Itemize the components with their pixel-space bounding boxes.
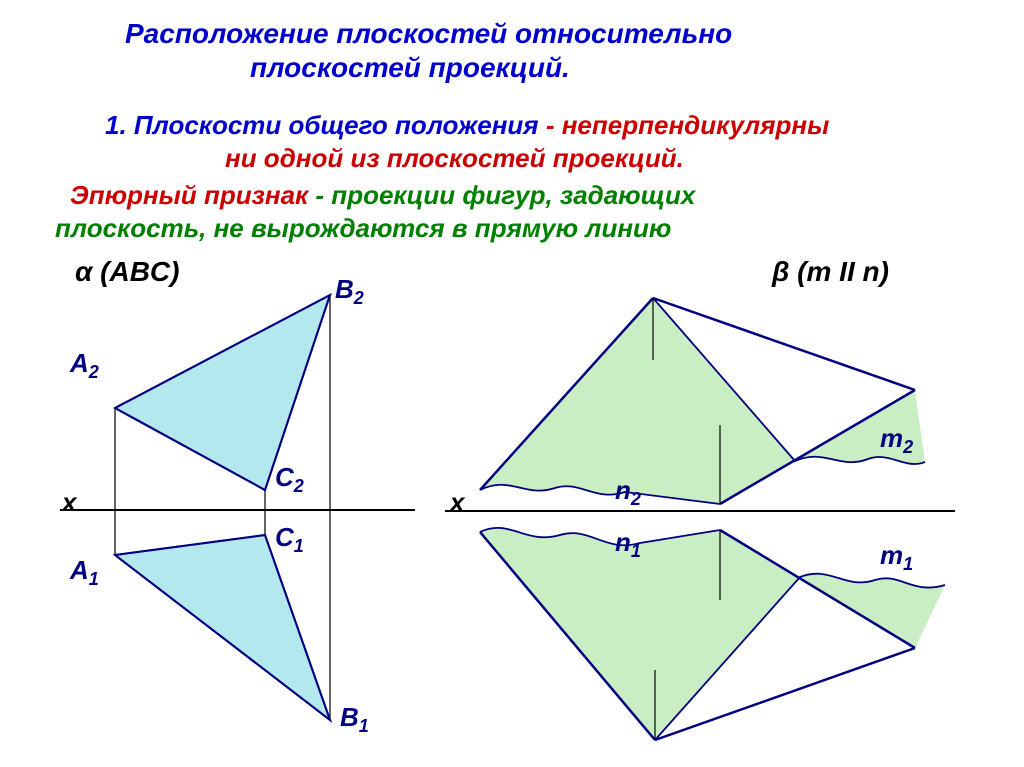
- label-c1: C1: [275, 522, 304, 557]
- label-left-x: x: [62, 487, 76, 518]
- a1-sub: 1: [89, 569, 99, 589]
- n2-letter: n: [615, 475, 631, 505]
- label-alpha-abc: α (ABC): [75, 256, 179, 288]
- n2-sub: 2: [631, 489, 641, 509]
- label-beta-mn: β (m II n): [772, 256, 889, 288]
- m1-letter: m: [880, 540, 903, 570]
- c2-sub: 2: [294, 476, 304, 496]
- mn-text: (m II n): [797, 256, 889, 287]
- label-a2: A2: [70, 348, 99, 383]
- right-top-fill: [480, 298, 925, 504]
- c1-sub: 1: [294, 536, 304, 556]
- alpha-symbol: α: [75, 256, 92, 287]
- m2-sub: 2: [903, 437, 913, 457]
- label-b2: B2: [335, 274, 364, 309]
- label-right-x: x: [450, 487, 464, 518]
- label-m2: m2: [880, 423, 913, 458]
- m2-letter: m: [880, 423, 903, 453]
- a2-sub: 2: [89, 362, 99, 382]
- label-b1: B1: [340, 702, 369, 737]
- diagrams-svg: [0, 0, 1024, 767]
- c1-letter: C: [275, 522, 294, 552]
- label-a1: A1: [70, 555, 99, 590]
- a2-letter: A: [70, 348, 89, 378]
- label-n2: n2: [615, 475, 641, 510]
- beta-symbol: β: [772, 256, 789, 287]
- b2-sub: 2: [354, 288, 364, 308]
- abc-text: (ABC): [100, 256, 179, 287]
- b1-letter: B: [340, 702, 359, 732]
- n1-letter: n: [615, 527, 631, 557]
- label-n1: n1: [615, 527, 641, 562]
- n1-sub: 1: [631, 541, 641, 561]
- b1-sub: 1: [359, 716, 369, 736]
- right-bottom-fill: [480, 528, 945, 740]
- label-c2: C2: [275, 462, 304, 497]
- label-m1: m1: [880, 540, 913, 575]
- a1-letter: A: [70, 555, 89, 585]
- c2-letter: C: [275, 462, 294, 492]
- b2-letter: B: [335, 274, 354, 304]
- m1-sub: 1: [903, 554, 913, 574]
